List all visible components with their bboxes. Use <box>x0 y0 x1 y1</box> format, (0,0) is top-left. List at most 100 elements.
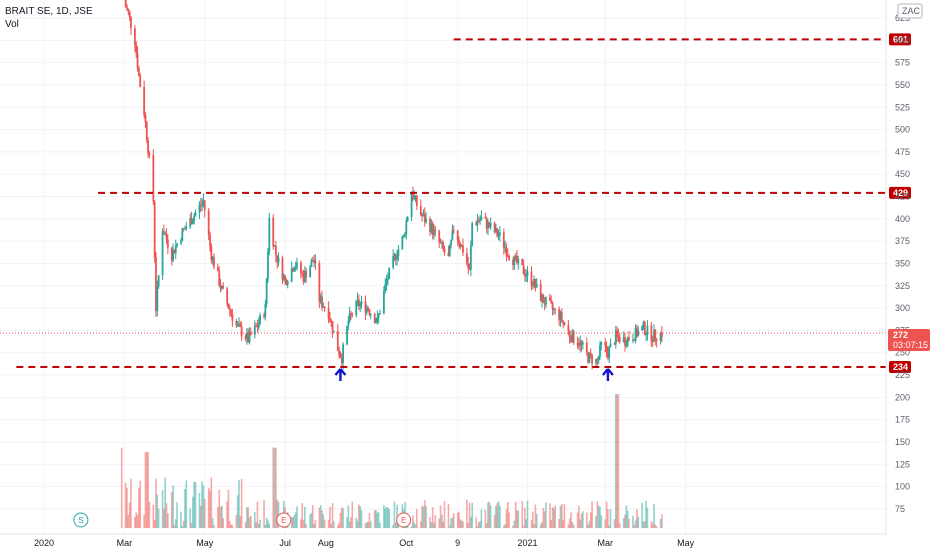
currency-badge: ZAC <box>897 3 923 19</box>
candle-body <box>309 266 312 278</box>
volume-bar <box>539 524 542 528</box>
volume-bar <box>161 490 164 528</box>
volume-bar <box>554 505 556 528</box>
candle-body <box>497 235 500 237</box>
volume-bar <box>155 478 157 528</box>
candle-body <box>512 259 514 266</box>
candle-body <box>541 295 543 301</box>
candle-body <box>406 216 409 222</box>
y-tick-label: 350 <box>895 258 910 268</box>
earnings-event-marker[interactable] <box>276 512 292 528</box>
volume-bars <box>120 394 663 528</box>
volume-bar <box>522 525 525 528</box>
candle-body <box>578 344 580 346</box>
candle-body <box>599 345 601 357</box>
volume-bar <box>176 502 178 528</box>
candle-body <box>506 255 509 257</box>
candle-body <box>126 7 128 9</box>
y-tick-label: 100 <box>895 482 910 492</box>
candle-body <box>480 217 483 220</box>
candle-body <box>148 153 151 156</box>
volume-bar <box>570 512 572 528</box>
volume-bar <box>157 508 160 528</box>
volume-bar <box>305 524 307 528</box>
candle-body <box>301 273 304 275</box>
y-tick-label: 150 <box>895 437 910 447</box>
x-tick-label: 9 <box>455 538 460 548</box>
volume-bar <box>255 522 257 528</box>
candle-body <box>130 16 132 29</box>
candle-body <box>383 291 385 314</box>
candle-body <box>331 321 334 333</box>
volume-bar <box>429 517 431 528</box>
volume-bar <box>235 514 238 528</box>
volume-bar <box>228 521 231 528</box>
candle-body <box>332 330 335 333</box>
volume-bar <box>385 506 388 528</box>
candle-body <box>282 275 285 280</box>
candle-body <box>244 336 247 340</box>
volume-bar <box>388 509 390 528</box>
candle-body <box>144 114 147 123</box>
volume-bar <box>369 521 372 528</box>
candle-body <box>567 324 570 332</box>
split-event-marker[interactable] <box>73 512 89 528</box>
volume-bar <box>576 512 579 528</box>
volume-bar <box>421 505 423 528</box>
candle-body <box>379 313 381 315</box>
volume-bar <box>130 478 132 528</box>
candle-body <box>526 271 529 276</box>
candle-body <box>539 283 542 301</box>
candle-body <box>153 201 156 258</box>
candle-body <box>604 341 607 347</box>
volume-bar <box>497 501 500 528</box>
volume-bar <box>164 477 167 528</box>
event-label: S <box>78 516 83 525</box>
candle-body <box>263 315 265 317</box>
volume-bar <box>250 515 252 528</box>
volume-bar <box>238 479 240 528</box>
candle-body <box>277 257 280 263</box>
candle-body <box>576 342 579 345</box>
time-axis[interactable]: 2020 Mar May Jul Aug Oct 9 2021 Mar May <box>0 533 886 548</box>
volume-bar <box>327 519 330 528</box>
earnings-event-marker[interactable] <box>396 512 412 528</box>
volume-bar <box>134 516 136 528</box>
volume-bar <box>333 521 335 528</box>
volume-bar <box>589 512 592 528</box>
y-tick-label: 225 <box>895 370 910 380</box>
candle-body <box>641 326 644 331</box>
x-tick-label: Oct <box>399 538 414 548</box>
candle-body <box>452 229 455 231</box>
candle-body <box>300 262 302 274</box>
price-axis[interactable]: 6256005755505255004754504254003753503253… <box>885 0 910 534</box>
volume-bar <box>323 519 326 528</box>
x-tick-label: May <box>677 538 695 548</box>
volume-bar <box>267 520 269 528</box>
y-tick-label: 400 <box>895 214 910 224</box>
candle-body <box>625 345 628 347</box>
volume-bar <box>514 501 517 528</box>
candle-body <box>559 311 562 321</box>
candle-body <box>128 11 131 17</box>
volume-bar <box>172 485 174 528</box>
volume-bar <box>476 526 479 528</box>
candle-body <box>642 321 645 327</box>
candle-body <box>172 249 175 261</box>
candle-body <box>419 205 422 216</box>
volume-bar <box>246 507 248 528</box>
candle-body <box>571 330 574 342</box>
candle-body <box>147 140 149 154</box>
candle-body <box>273 245 276 247</box>
volume-bar <box>392 524 394 528</box>
candle-body <box>303 271 306 282</box>
candle-body <box>469 245 472 270</box>
candle-body <box>176 243 178 246</box>
candle-body <box>560 311 563 321</box>
volume-bar <box>346 517 348 528</box>
candle-body <box>211 256 214 261</box>
volume-bar <box>293 515 296 528</box>
volume-bar <box>185 480 188 528</box>
candle-body <box>137 68 140 76</box>
